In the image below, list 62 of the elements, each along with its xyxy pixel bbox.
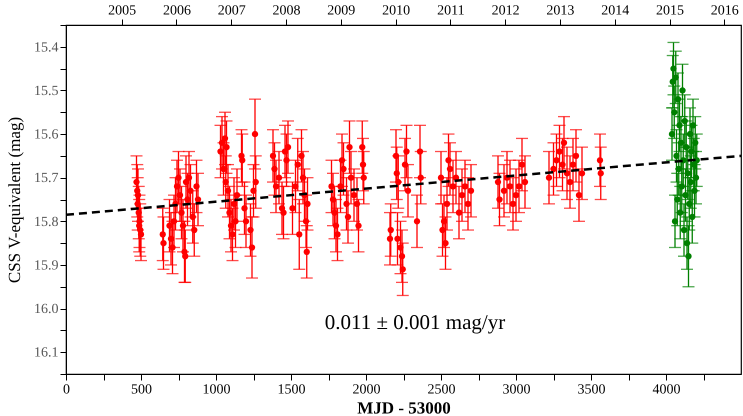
point [668,130,676,138]
x2-tick-label: 2012 [492,4,520,18]
x2-tick-label: 2011 [437,4,465,18]
point [682,118,688,124]
y-tick-label: 15.9 [34,258,58,274]
y-tick-label: 15.8 [34,214,58,230]
x2-tick-label: 2015 [656,4,684,18]
y-tick-label: 15.7 [34,171,58,186]
x2-tick-label: 2006 [162,4,191,18]
point [672,218,678,224]
point [684,170,691,176]
x-axis-title: MJD - 53000 [357,398,451,416]
x2-tick-label: 2013 [546,4,574,18]
point [678,183,685,190]
y-axis-title: CSS V-equivalent (mag) [5,116,24,284]
y-tick-label: 15.6 [34,128,58,143]
y-tick-label: 16.0 [34,302,58,318]
point [688,148,695,155]
point [674,196,680,203]
point [688,178,694,186]
x-tick-label: 500 [131,382,152,398]
point [692,140,698,146]
x-tick-label: 0 [63,382,70,398]
x2-tick-label: 2014 [601,4,630,18]
x2-tick-label: 2009 [327,4,356,18]
point [677,209,684,216]
point [676,166,682,172]
point [684,240,690,246]
x-tick-label: 4000 [652,382,680,398]
x-tick-label: 1500 [278,382,306,398]
point [670,78,676,85]
x-tick-label: 1000 [202,382,230,398]
point [679,87,686,94]
point [683,144,690,150]
y-tick-label: 16.1 [34,346,58,361]
x2-tick-label: 2010 [382,4,410,18]
point [689,214,696,220]
point [676,122,683,128]
x2-tick-label: 2007 [218,4,246,18]
point [691,188,698,194]
point [670,65,677,72]
y-tick-label: 15.5 [34,84,58,99]
point [674,96,682,102]
x2-tick-label: 2005 [108,4,136,18]
point [682,192,689,198]
x-tick-label: 3500 [578,382,606,398]
x-tick-label: 2000 [352,382,380,398]
y-tick-label: 15.4 [34,40,58,56]
point [690,122,696,128]
point [692,174,700,181]
point [673,152,680,160]
point [680,226,688,234]
point [686,200,692,208]
annotation: 0.011 ± 0.001 mag/yr [324,310,506,334]
x-tick-label: 2500 [428,382,456,398]
point [685,253,692,260]
x2-tick-label: 2008 [272,4,301,18]
x-tick-label: 3000 [502,382,530,398]
point [686,130,694,138]
x2-tick-label: 2016 [710,4,739,18]
point [671,109,678,116]
point [678,140,684,146]
